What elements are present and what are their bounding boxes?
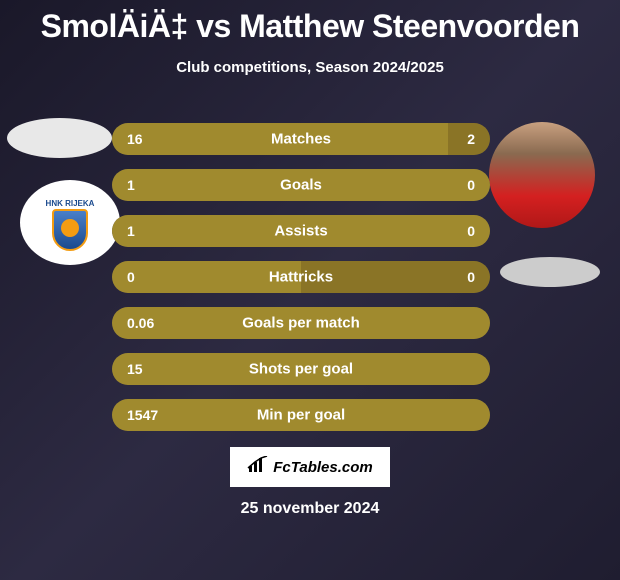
stat-value-right: 0 <box>467 223 475 239</box>
stat-row: 15 Shots per goal <box>112 353 490 385</box>
page-subtitle: Club competitions, Season 2024/2025 <box>0 59 620 76</box>
stat-label: Goals per match <box>242 315 360 332</box>
stat-value-right: 0 <box>467 177 475 193</box>
stat-value-left: 0 <box>127 269 135 285</box>
chart-icon <box>247 456 269 479</box>
stats-container: 16 2 Matches 1 0 Goals 1 0 Assists 0 0 Hattricks 0.0… <box>112 123 490 445</box>
stat-label: Matches <box>271 131 331 148</box>
stat-value-left: 1547 <box>127 407 158 423</box>
brand-box[interactable]: FcTables.com <box>230 447 390 487</box>
stat-row: 0.06 Goals per match <box>112 307 490 339</box>
stat-value-left: 16 <box>127 131 143 147</box>
player-right-placeholder <box>500 257 600 287</box>
stat-label: Goals <box>280 177 322 194</box>
stat-label: Assists <box>274 223 327 240</box>
stat-value-right: 2 <box>467 131 475 147</box>
stat-label: Min per goal <box>257 407 345 424</box>
player-right-photo <box>489 122 595 228</box>
stat-label: Hattricks <box>269 269 333 286</box>
player-left-placeholder <box>7 118 112 158</box>
shield-icon <box>52 209 88 251</box>
stat-row: 1 0 Goals <box>112 169 490 201</box>
club-name-text: HNK RIJEKA <box>40 199 100 208</box>
stat-value-left: 0.06 <box>127 315 154 331</box>
stat-value-left: 1 <box>127 177 135 193</box>
page-title: SmolÄiÄ‡ vs Matthew Steenvoorden <box>0 0 620 45</box>
stat-row: 16 2 Matches <box>112 123 490 155</box>
club-badge: HNK RIJEKA <box>40 193 100 253</box>
stat-row: 1 0 Assists <box>112 215 490 247</box>
stat-row: 0 0 Hattricks <box>112 261 490 293</box>
brand-text: FcTables.com <box>273 459 372 476</box>
stat-row: 1547 Min per goal <box>112 399 490 431</box>
stat-label: Shots per goal <box>249 361 353 378</box>
stat-value-left: 1 <box>127 223 135 239</box>
footer-date: 25 november 2024 <box>0 500 620 518</box>
stat-value-right: 0 <box>467 269 475 285</box>
stat-value-left: 15 <box>127 361 143 377</box>
player-left-club-badge: HNK RIJEKA <box>20 180 120 265</box>
